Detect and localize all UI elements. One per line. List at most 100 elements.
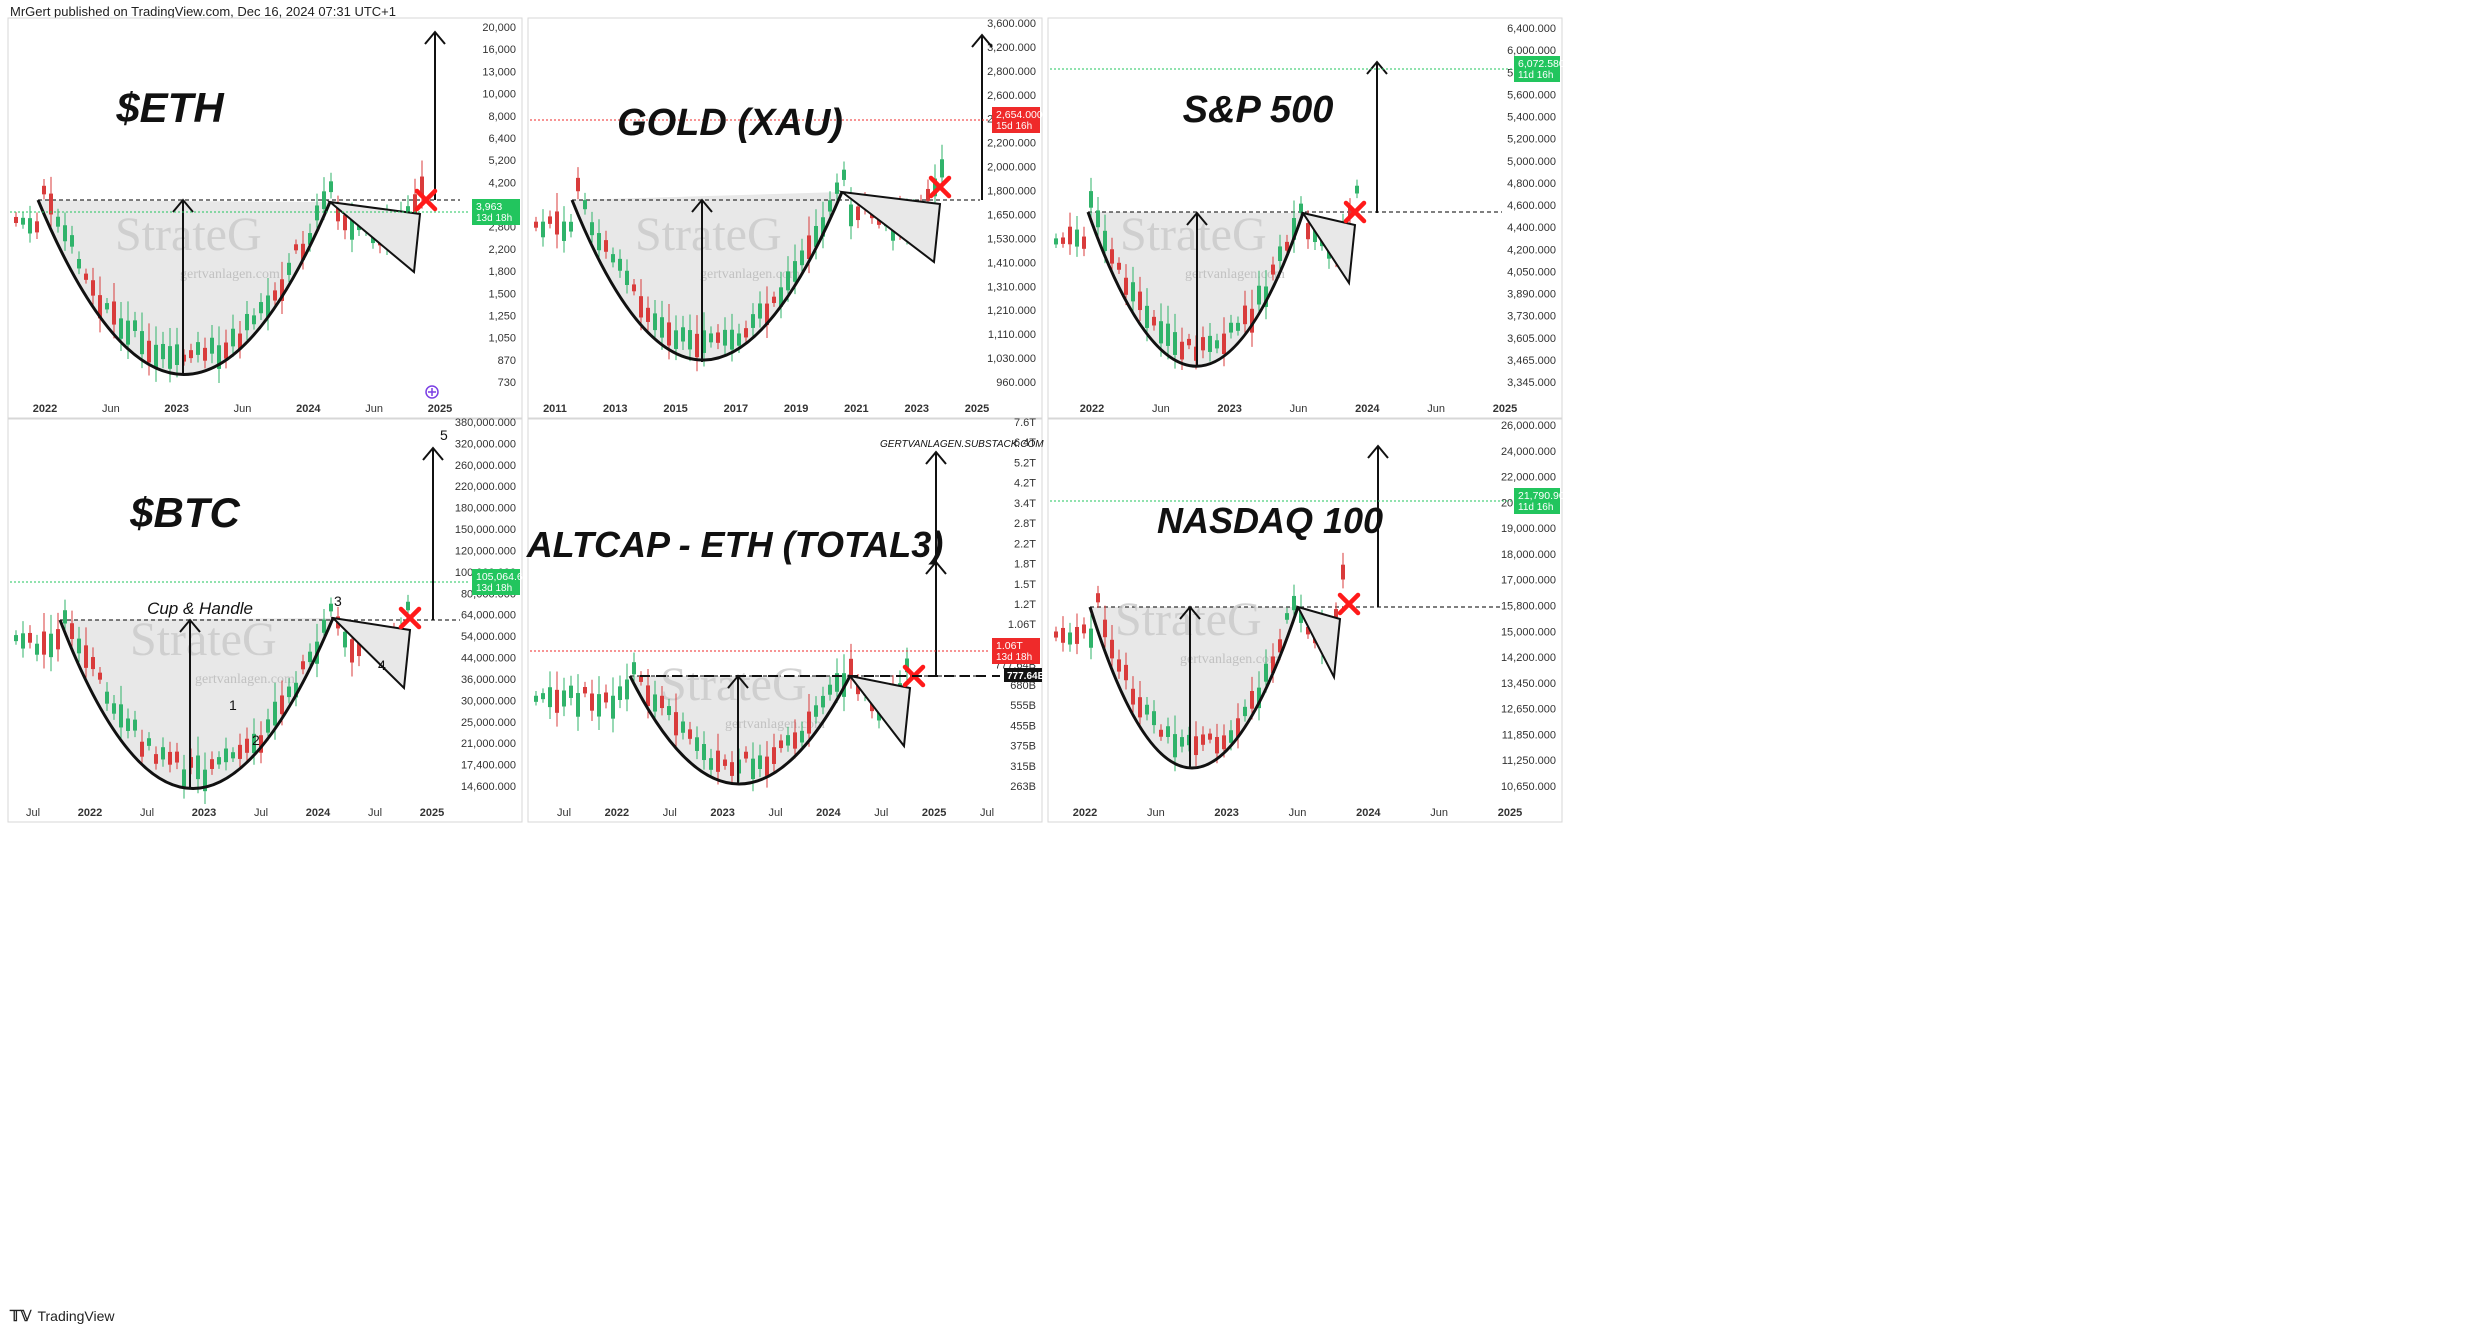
candle-body	[1075, 626, 1079, 644]
candle-body	[77, 638, 81, 654]
candle-body	[245, 313, 249, 331]
candle-body	[56, 216, 60, 227]
x-tick-label: Jul	[557, 807, 571, 819]
y-tick-label: 1,800	[488, 266, 516, 278]
candle-body	[49, 633, 53, 658]
y-tick-label: 25,000.000	[461, 717, 516, 729]
candle-body	[905, 658, 909, 673]
x-tick-label: Jul	[254, 807, 268, 819]
x-tick-label: 2015	[663, 403, 687, 415]
candle-body	[273, 290, 277, 301]
cup-outline	[58, 617, 335, 790]
candle-body	[828, 200, 832, 212]
candle-body	[1271, 264, 1275, 275]
y-tick-label: 1.8T	[1014, 559, 1036, 571]
y-tick-label: 12,650.000	[1501, 704, 1556, 716]
y-tick-label: 17,000.000	[1501, 575, 1556, 587]
candle-body	[77, 258, 81, 269]
x-tick-label: 2024	[306, 807, 331, 819]
candle-body	[21, 217, 25, 225]
candle-body	[154, 754, 158, 764]
candle-body	[674, 330, 678, 349]
x-tick-label: 2022	[1080, 403, 1104, 415]
candle-body	[723, 329, 727, 346]
price-tag-countdown: 13d 18h	[996, 652, 1032, 663]
breakout-x-marker	[398, 606, 422, 630]
candle-body	[217, 345, 221, 369]
y-tick-label: 1,110.000	[988, 329, 1036, 341]
y-tick-label: 15,000.000	[1501, 626, 1556, 638]
candle-body	[231, 328, 235, 347]
candle-body	[420, 176, 424, 197]
candle-body	[821, 217, 825, 237]
chart-panel: 20,000 16,000 13,000 10,000 8,000 6,400 5,200 4…	[7, 17, 523, 419]
candle-body	[1208, 335, 1212, 352]
tradingview-footer[interactable]: 𝕋𝕍 TradingView	[10, 1307, 115, 1325]
candle-body	[1082, 236, 1086, 249]
breakout-x-marker	[414, 188, 438, 212]
arrow-head	[1367, 444, 1389, 459]
y-tick-label: 263B	[1010, 781, 1036, 793]
y-tick-label: 3,345.000	[1507, 377, 1556, 389]
candle-body	[639, 675, 643, 682]
y-tick-label: 2,600.000	[987, 90, 1036, 102]
x-tick-label: 2023	[1214, 807, 1238, 819]
price-tag-value: 3,963	[476, 201, 502, 213]
y-tick-label: 20,000	[482, 22, 516, 34]
x-tick-label: 2023	[1217, 403, 1241, 415]
candle-body	[828, 684, 832, 695]
price-tag-value: 6,072.580	[1518, 58, 1565, 70]
candle-body	[1061, 627, 1065, 643]
candle-body	[814, 225, 818, 247]
candle-body	[597, 694, 601, 717]
price-tag-value: 21,790.900	[1518, 490, 1571, 502]
candle-body	[856, 206, 860, 221]
y-tick-label: 3,730.000	[1507, 311, 1556, 323]
candle-body	[604, 240, 608, 252]
candle-body	[14, 216, 18, 223]
candle-body	[280, 279, 284, 301]
candle-body	[597, 233, 601, 251]
candle-body	[49, 193, 53, 215]
candle-body	[765, 303, 769, 326]
y-tick-label: 4,400.000	[1507, 222, 1556, 234]
cup-fill	[572, 192, 842, 361]
candle-body	[744, 328, 748, 338]
candle-body	[1131, 282, 1135, 302]
candle-body	[737, 333, 741, 346]
y-tick-label: 555B	[1010, 700, 1036, 712]
candle-body	[569, 685, 573, 698]
candle-body	[1110, 639, 1114, 659]
y-tick-label: 7.6T	[1014, 417, 1036, 429]
candle-body	[1180, 737, 1184, 747]
x-tick-label: Jul	[140, 807, 154, 819]
candle-body	[70, 623, 74, 639]
arrow-head	[925, 450, 947, 465]
candle-body	[1341, 564, 1345, 580]
watermark-site: gertvanlagen.com	[1185, 267, 1285, 282]
candle-body	[308, 233, 312, 245]
candle-body	[1264, 663, 1268, 682]
arrow-head	[1186, 211, 1208, 226]
candle-body	[105, 303, 109, 310]
y-tick-label: 380,000.000	[455, 417, 516, 429]
y-tick-label: 11,850.000	[1502, 729, 1556, 741]
candle-body	[702, 744, 706, 761]
chart-panel: 380,000.000 320,000.000 260,000.000 220,000…	[7, 417, 535, 823]
y-tick-label: 26,000.000	[1501, 420, 1556, 432]
x-tick-label: Jun	[365, 403, 383, 415]
price-tag	[992, 107, 1040, 133]
handle-outline	[330, 616, 412, 691]
candle-body	[210, 337, 214, 354]
candle-body	[350, 639, 354, 663]
candle-body	[576, 177, 580, 192]
candle-body	[877, 218, 881, 225]
y-tick-label: 10,650.000	[1501, 781, 1556, 793]
candle-body	[534, 695, 538, 702]
candle-body	[716, 750, 720, 772]
y-tick-label: 3,600.000	[987, 18, 1036, 30]
x-tick-label: 2023	[164, 403, 188, 415]
candle-body	[56, 629, 60, 650]
candle-body	[203, 769, 207, 792]
